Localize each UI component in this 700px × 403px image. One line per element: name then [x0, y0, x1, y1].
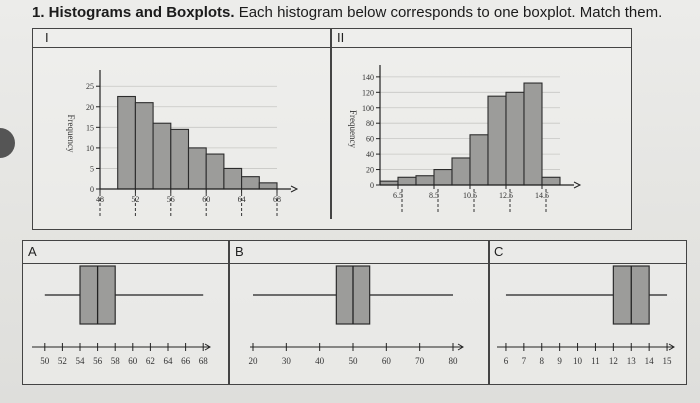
histogram-I-x-arrow — [290, 185, 299, 193]
histogram-I-ytick-label-2: 10 — [86, 144, 94, 153]
histogram-II-ylabel: Frequency — [348, 110, 358, 148]
boxplot-C-tick-label-5: 11 — [591, 356, 600, 366]
boxplot-C-tick-label-0: 6 — [504, 356, 509, 366]
boxplot-B-label: B — [235, 244, 244, 259]
boxplot-B-tick-label-0: 20 — [249, 356, 259, 366]
histogram-II-bar-4 — [451, 157, 471, 186]
page-title: 1. Histograms and Boxplots. Each histogr… — [32, 4, 662, 21]
histogram-I-ylabel: Frequency — [66, 115, 76, 153]
boxplot-A-axis-arrow — [204, 343, 211, 351]
histogram-II-bar-1 — [397, 176, 417, 186]
histogram-II-xtick-label-4: 14.5 — [535, 191, 549, 200]
boxplot-C-tick-label-8: 14 — [645, 356, 655, 366]
histogram-II-xtick-label-1: 8.5 — [429, 191, 439, 200]
boxplot-C: 6 7 8 9 10 11 12 13 14 15 — [497, 265, 675, 366]
histogram-II-ytick-label-2: 40 — [366, 150, 374, 159]
boxplot-A: 50 52 54 56 58 60 62 64 66 68 — [32, 265, 211, 366]
boxplot-B-tick-label-3: 50 — [349, 356, 359, 366]
boxplot-C-tick-label-2: 8 — [540, 356, 545, 366]
boxplot-C-axis-arrow — [668, 343, 675, 351]
boxplot-A-tick-label-1: 52 — [58, 356, 67, 366]
histogram-II-label: II — [337, 30, 345, 45]
boxplot-C-tick-label-9: 15 — [663, 356, 673, 366]
histogram-I-bar-4 — [170, 128, 190, 190]
histogram-II-ytick-label-1: 20 — [366, 166, 374, 175]
boxplot-A-tick-label-5: 60 — [128, 356, 138, 366]
histogram-II-xtick-label-2: 10.5 — [463, 191, 477, 200]
boxplot-C-tick-label-7: 13 — [627, 356, 637, 366]
boxplot-C-label: C — [494, 244, 504, 259]
histogram-II-xtick-label-3: 12.5 — [499, 191, 513, 200]
boxplot-B-tick-label-2: 40 — [315, 356, 325, 366]
histogram-I-ytick-label-3: 15 — [86, 123, 94, 132]
boxplot-B-tick-label-6: 80 — [449, 356, 459, 366]
histogram-I-label: I — [45, 30, 49, 45]
title-bold: 1. Histograms and Boxplots. — [32, 4, 235, 21]
boxplot-B-tick-label-1: 30 — [282, 356, 292, 366]
histogram-I-ytick-label-4: 20 — [86, 103, 94, 112]
boxplot-B: 20 30 40 50 60 70 80 — [249, 265, 464, 366]
histogram-header-row: I II — [33, 29, 631, 48]
histogram-II-ytick-label-7: 140 — [362, 73, 374, 82]
boxplot-B-axis-arrow — [457, 343, 464, 351]
histogram-II-bar-9 — [541, 176, 561, 186]
histogram-II-ytick-label-4: 80 — [366, 119, 374, 128]
histogram-I-ytick-label-1: 5 — [90, 164, 94, 173]
boxplot-A-tick-label-3: 56 — [93, 356, 103, 366]
histogram-II-bar-2 — [415, 175, 435, 186]
histogram-II-bar-7 — [505, 91, 525, 186]
histogram-I-ytick-label-5: 25 — [86, 82, 94, 91]
boxplot-A-tick-label-9: 68 — [199, 356, 209, 366]
boxplot-C-tick-label-1: 7 — [522, 356, 527, 366]
histogram-I-bar-7 — [223, 167, 243, 190]
histogram-I-bar-8 — [241, 176, 260, 190]
boxplot-A-label: A — [28, 244, 37, 259]
boxplot-header-row: A B C — [23, 241, 686, 264]
boxplot-A-tick-label-7: 64 — [164, 356, 174, 366]
title-rest: Each histogram below corresponds to one … — [234, 4, 663, 21]
histogram-II-bar-6 — [487, 95, 507, 186]
histogram-I-bar-3 — [152, 122, 172, 190]
boxplot-A-tick-label-0: 50 — [40, 356, 50, 366]
histogram-II-ytick-label-5: 100 — [362, 104, 374, 113]
boxplot-A-tick-label-8: 66 — [181, 356, 191, 366]
boxplot-B-tick-label-5: 70 — [415, 356, 425, 366]
histogram-I-bar-5 — [187, 147, 207, 190]
boxplot-C-tick-label-3: 9 — [557, 356, 562, 366]
histogram-I-bar-9 — [258, 182, 278, 190]
histogram-I-ytick-label-0: 0 — [90, 185, 94, 194]
left-edge-tab — [0, 128, 15, 158]
histogram-I-bar-1 — [117, 95, 136, 190]
histogram-I-bar-2 — [134, 102, 154, 190]
boxplot-A-tick-label-6: 62 — [146, 356, 155, 366]
histogram-II-bar-5 — [469, 134, 489, 186]
boxplot-C-tick-label-4: 10 — [573, 356, 583, 366]
boxplot-B-tick-label-4: 60 — [382, 356, 392, 366]
boxplot-A-tick-label-2: 54 — [76, 356, 86, 366]
histogram-II-bar-8 — [523, 82, 543, 186]
histogram-I: 0510152025Frequency485256606468 — [66, 70, 299, 217]
histogram-I-bar-6 — [205, 153, 225, 190]
boxplot-A-tick-label-4: 58 — [111, 356, 121, 366]
boxplot-divider-1 — [228, 241, 230, 384]
boxplot-divider-2 — [488, 241, 490, 384]
boxplot-C-tick-label-6: 12 — [609, 356, 618, 366]
histogram-II-x-arrow — [573, 181, 582, 189]
histogram-II-ytick-label-6: 120 — [362, 88, 374, 97]
histogram-II-ytick-label-0: 0 — [370, 181, 374, 190]
histogram-II: 0 20 40 60 80 100 120 140 Frequency 6.5 8.5 10.5 12.… — [348, 65, 582, 213]
histogram-divider — [330, 29, 332, 219]
histogram-II-bar-3 — [433, 169, 453, 186]
histogram-II-ytick-label-3: 60 — [366, 135, 374, 144]
histogram-II-xtick-label-0: 6.5 — [393, 191, 403, 200]
